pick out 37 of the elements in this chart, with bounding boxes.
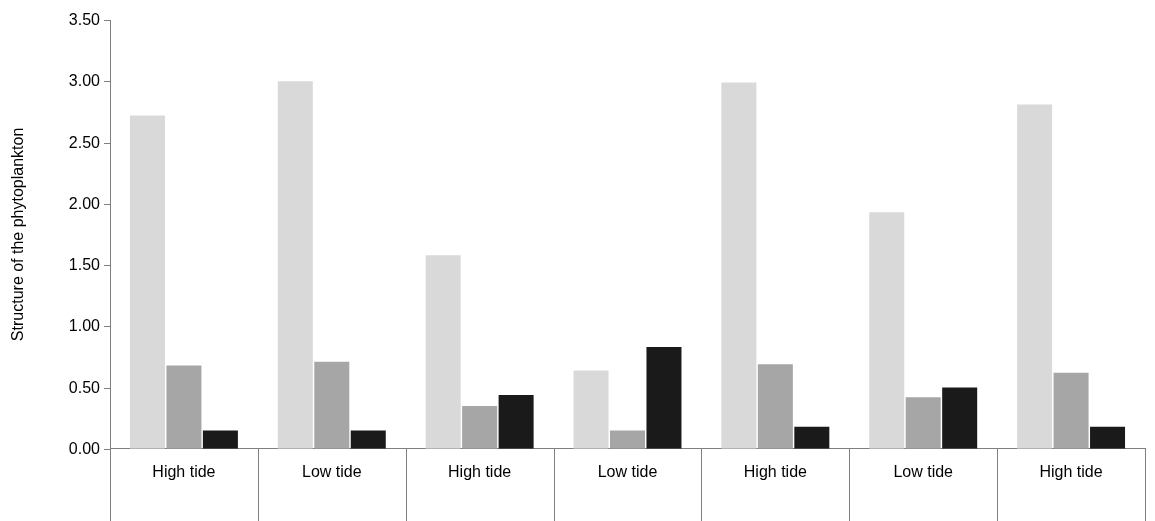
bar [277, 81, 313, 449]
bar [202, 430, 238, 449]
bar [498, 394, 534, 449]
bar [794, 426, 830, 449]
y-tick-label: 2.00 [68, 194, 101, 212]
bar [757, 364, 793, 449]
y-tick-label: 1.50 [68, 255, 101, 273]
bar [609, 430, 646, 449]
y-axis-title: Structure of the phytoplankton [9, 127, 27, 342]
bar [166, 365, 202, 449]
bar [1053, 372, 1089, 449]
y-tick-label: 0.50 [68, 378, 101, 396]
bar [129, 115, 165, 449]
bar [314, 361, 350, 449]
bar [942, 387, 978, 449]
bar [721, 82, 757, 449]
x-tick-label: High tide [743, 462, 808, 480]
bar [350, 430, 386, 449]
y-tick-label: 2.50 [68, 133, 101, 151]
y-tick-label: 0.00 [68, 439, 101, 457]
x-tick-label: High tide [448, 462, 512, 480]
y-tick-label: 3.50 [68, 10, 101, 28]
x-tick-label: High tide [1039, 462, 1103, 480]
bar [425, 255, 461, 449]
bar [1090, 426, 1126, 449]
y-tick-label: 3.00 [68, 71, 101, 89]
x-tick-label: Low tide [597, 462, 658, 480]
bar [869, 212, 905, 449]
bar [646, 347, 682, 449]
x-tick-label: High tide [152, 462, 216, 480]
x-tick-label: Low tide [893, 462, 954, 480]
bar [905, 397, 941, 449]
y-tick-label: 1.00 [68, 316, 101, 334]
bar [462, 405, 498, 449]
bar [573, 370, 609, 449]
x-tick-label: Low tide [301, 462, 362, 480]
bar [1017, 104, 1053, 449]
